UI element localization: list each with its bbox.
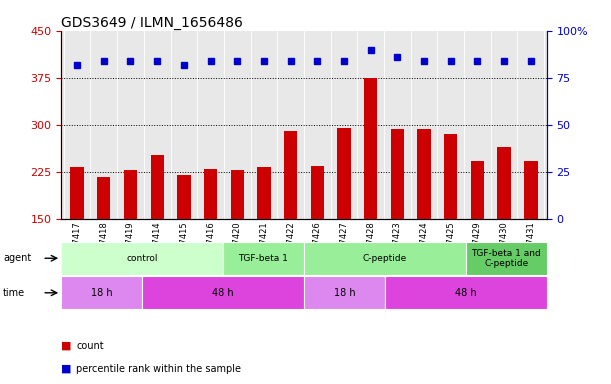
Bar: [97, 177, 111, 313]
Bar: [444, 134, 458, 313]
Bar: [124, 170, 137, 313]
Text: 18 h: 18 h: [334, 288, 355, 298]
Bar: [497, 147, 511, 313]
Text: count: count: [76, 341, 104, 351]
Bar: [466, 242, 547, 275]
Bar: [524, 161, 538, 313]
Text: agent: agent: [3, 253, 31, 263]
Text: control: control: [126, 254, 158, 263]
Bar: [337, 128, 351, 313]
Text: 48 h: 48 h: [212, 288, 234, 298]
Bar: [177, 175, 191, 313]
Bar: [257, 167, 271, 313]
Bar: [417, 129, 431, 313]
Text: 18 h: 18 h: [91, 288, 112, 298]
Bar: [230, 170, 244, 313]
Text: TGF-beta 1 and
C-peptide: TGF-beta 1 and C-peptide: [472, 248, 541, 268]
Bar: [150, 155, 164, 313]
Bar: [204, 169, 218, 313]
Bar: [364, 78, 378, 313]
Bar: [390, 129, 404, 313]
Text: C-peptide: C-peptide: [363, 254, 407, 263]
Bar: [304, 242, 466, 275]
Bar: [471, 161, 484, 313]
Bar: [310, 166, 324, 313]
Bar: [284, 131, 298, 313]
Text: 48 h: 48 h: [455, 288, 477, 298]
Bar: [223, 242, 304, 275]
Bar: [61, 242, 223, 275]
Text: TGF-beta 1: TGF-beta 1: [238, 254, 288, 263]
Text: percentile rank within the sample: percentile rank within the sample: [76, 364, 241, 374]
Bar: [304, 276, 385, 309]
Bar: [70, 167, 84, 313]
Bar: [142, 276, 304, 309]
Bar: [385, 276, 547, 309]
Text: ■: ■: [61, 364, 71, 374]
Bar: [61, 276, 142, 309]
Text: GDS3649 / ILMN_1656486: GDS3649 / ILMN_1656486: [61, 16, 243, 30]
Text: ■: ■: [61, 341, 71, 351]
Text: time: time: [3, 288, 25, 298]
